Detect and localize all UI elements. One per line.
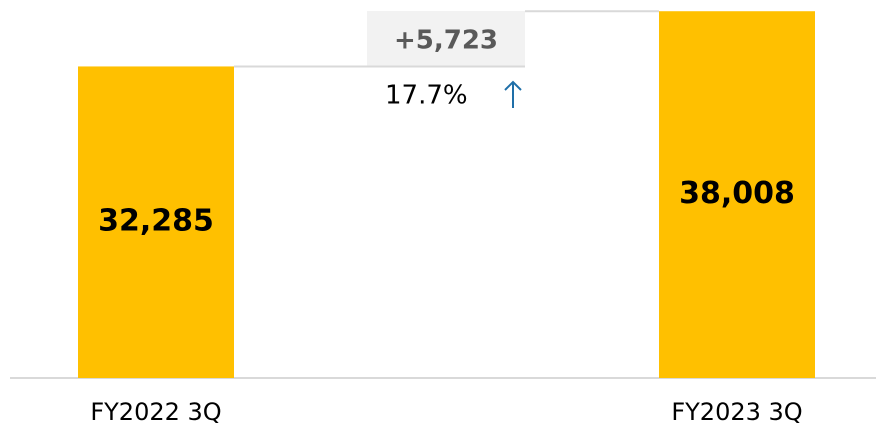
x-tick-label: FY2022 3Q <box>90 398 221 426</box>
value-label: 38,008 <box>679 176 795 211</box>
difference-label: +5,723 <box>394 26 498 56</box>
x-tick-label: FY2023 3Q <box>671 398 802 426</box>
bar <box>659 11 815 378</box>
growth-label: 17.7% <box>385 81 468 111</box>
value-label: 32,285 <box>98 204 214 239</box>
difference-box <box>367 11 525 66</box>
up-arrow <box>504 80 522 108</box>
bar <box>78 66 234 378</box>
